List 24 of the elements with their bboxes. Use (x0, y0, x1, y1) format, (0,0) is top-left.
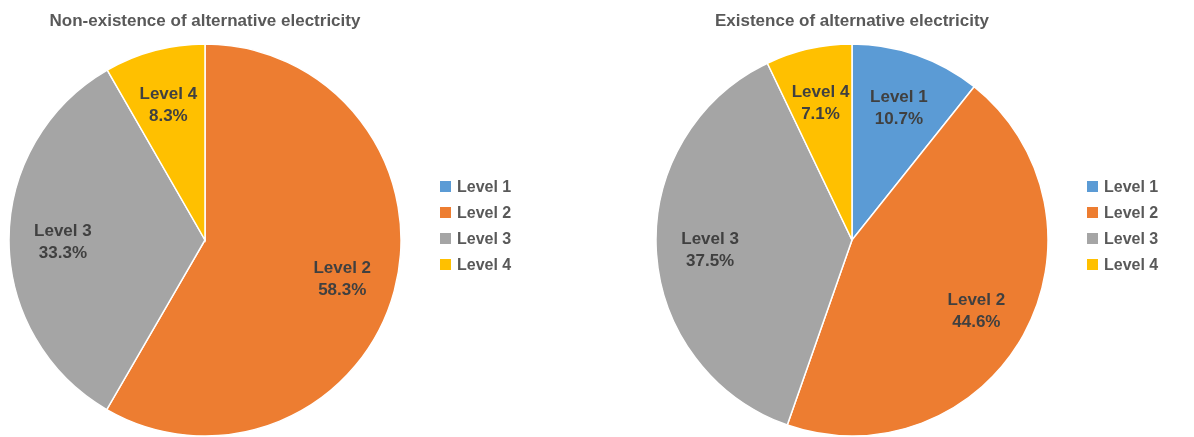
data-label: 58.3% (318, 279, 367, 299)
data-label: 10.7% (874, 108, 924, 128)
slice-label: Level 2 (313, 257, 372, 277)
legend-label: Level 3 (457, 230, 512, 247)
slice-label: Level 3 (681, 228, 739, 248)
slice-label: Level 4 (791, 82, 850, 102)
data-label: 8.3% (148, 105, 188, 125)
legend-label: Level 3 (1104, 230, 1159, 247)
legend-label: Level 1 (1104, 178, 1159, 195)
slice-label: Level 3 (34, 220, 92, 240)
legend-label: Level 4 (457, 256, 512, 273)
data-label: 33.3% (38, 242, 87, 262)
chart-title: Non-existence of alternative electricity (49, 11, 361, 30)
data-label: 44.6% (952, 311, 1001, 331)
data-label: 37.5% (686, 250, 735, 270)
legend-label: Level 2 (1104, 204, 1159, 221)
legend-label: Level 1 (457, 178, 512, 195)
legend-label: Level 2 (457, 204, 512, 221)
data-label: 7.1% (801, 104, 840, 124)
legend-label: Level 4 (1104, 256, 1159, 273)
slice-label: Level 2 (947, 289, 1006, 309)
chart-title: Existence of alternative electricity (714, 11, 990, 30)
slice-label: Level 1 (870, 86, 928, 106)
slice-label: Level 4 (139, 83, 198, 103)
